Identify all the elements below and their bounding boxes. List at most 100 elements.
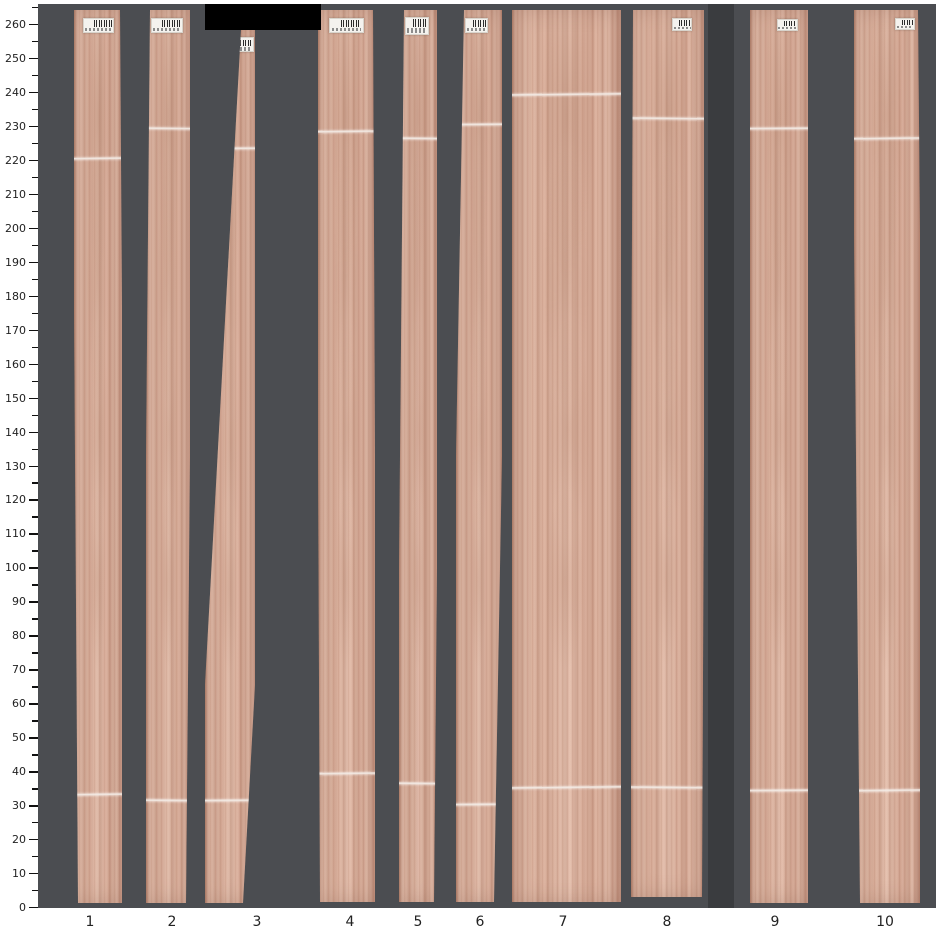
y-tick-label: 150 [5,391,26,405]
tick-mark [29,703,38,705]
barcode-bars [784,21,796,27]
board-1 [74,10,122,903]
barcode-label [405,16,429,35]
tick-mark [32,550,38,552]
tick-mark [32,176,38,179]
wood-grain [146,10,190,903]
barcode-text [224,47,252,51]
y-tick-label: 80 [12,629,26,643]
barcode-label [222,37,254,53]
barcode-bars [341,19,362,27]
barcode-label [329,17,364,33]
barcode-label [671,18,693,31]
tick-mark [29,499,38,501]
wood-figure-pattern [404,10,432,902]
x-tick-label-3: 3 [252,914,262,930]
chalk-mark-line [146,126,190,131]
tick-mark [29,159,38,162]
y-tick-label: 50 [12,731,26,745]
tick-mark [32,278,38,281]
wood-grain [318,10,375,902]
tick-mark [32,142,38,145]
wood-grain [512,10,621,902]
y-tick-label: 190 [5,255,26,269]
y-tick-label: 20 [12,833,26,847]
barcode-bars [413,19,427,28]
wood-grain [205,30,255,903]
barcode-bars [473,19,487,27]
wood-figure-pattern [758,10,800,903]
x-tick-label-4: 4 [345,914,355,930]
barcode-label [82,17,115,33]
chalk-mark-line [205,147,255,151]
tick-mark [29,125,38,128]
chalk-mark-line [750,788,808,793]
tick-mark [29,873,38,875]
tick-mark [32,346,38,349]
tick-mark [29,601,38,603]
tick-mark [32,482,38,484]
chalk-mark-line [512,785,621,790]
plot-area [38,4,936,908]
wood-grain [854,10,920,903]
y-tick-label: 170 [5,323,26,337]
chalk-mark-line [205,799,255,803]
chalk-mark-line [318,129,375,134]
x-tick-label-8: 8 [662,914,672,930]
tick-mark [29,839,38,841]
chalk-mark-line [631,785,704,790]
chalk-mark-line [456,123,502,127]
y-tick-label: 200 [5,221,26,235]
tick-mark [29,91,38,94]
barcode-text [467,27,487,31]
chalk-mark-line [399,782,437,786]
tick-mark [29,363,38,365]
chalk-mark-line [74,157,122,161]
y-tick-label: 210 [5,187,26,201]
tick-mark [29,261,38,264]
tick-mark [32,40,38,43]
y-tick-label: 180 [5,289,26,303]
x-tick-label-10: 10 [876,914,894,930]
chalk-mark-line [854,136,920,141]
barcode-label [151,17,183,33]
tick-mark [32,244,38,247]
board-3 [205,30,255,903]
tick-mark [29,771,38,773]
y-tick-label: 260 [5,18,26,31]
y-tick-label: 40 [12,765,26,779]
x-tick-label-2: 2 [167,914,177,930]
wood-figure-pattern [152,10,184,903]
y-tick-label: 30 [12,799,26,813]
wood-figure-pattern [462,10,496,902]
wood-grain [750,10,808,903]
tick-mark [32,754,38,756]
x-tick-label-1: 1 [85,914,95,930]
y-tick-label: 220 [5,153,26,167]
board-6 [456,10,502,902]
tick-mark [32,380,38,382]
wood-figure-pattern [326,10,367,902]
board-10 [854,10,920,903]
tick-mark [32,210,38,213]
tick-mark [29,567,38,569]
wood-grain [631,10,704,897]
tick-mark [32,584,38,586]
tick-mark [32,618,38,620]
tick-mark [29,227,38,230]
wood-grain [456,10,502,902]
tick-mark [29,24,38,26]
barcode-bars [233,39,252,47]
y-tick-label: 240 [5,85,26,99]
chalk-mark-line [74,792,122,796]
tick-mark [32,7,38,9]
wood-figure-pattern [81,10,115,903]
tick-mark [29,805,38,807]
y-tick-label: 140 [5,425,26,439]
y-tick-label: 120 [5,493,26,507]
board-5 [399,10,437,902]
barcode-text [153,27,181,31]
tick-mark [32,822,38,824]
board-4 [318,10,375,902]
